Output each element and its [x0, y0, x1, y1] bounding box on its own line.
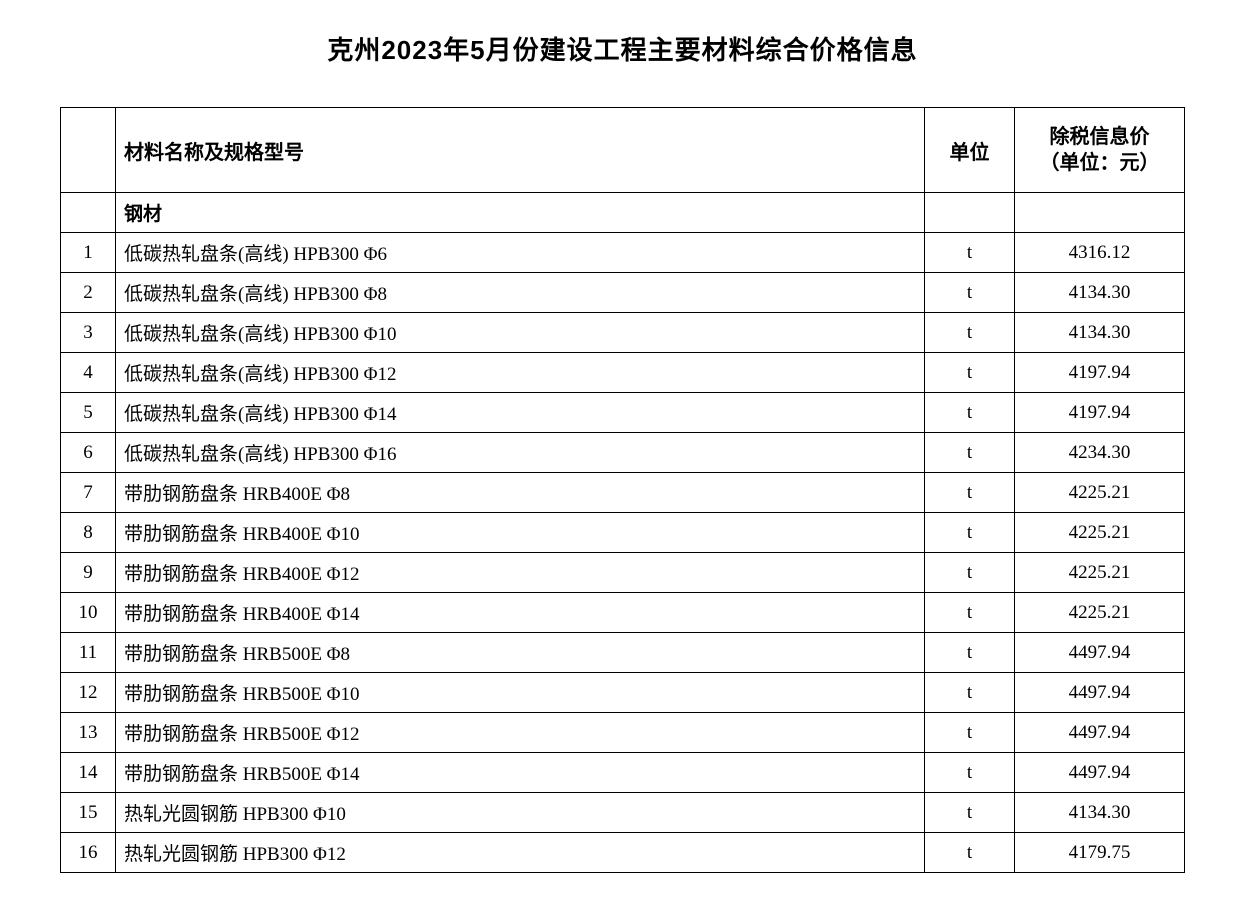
- cell-name: 热轧光圆钢筋 HPB300 Φ10: [116, 793, 925, 833]
- category-unit: [925, 193, 1015, 233]
- cell-unit: t: [925, 353, 1015, 393]
- cell-name: 低碳热轧盘条(高线) HPB300 Φ8: [116, 273, 925, 313]
- cell-index: 15: [61, 793, 116, 833]
- cell-index: 11: [61, 633, 116, 673]
- cell-index: 7: [61, 473, 116, 513]
- header-index: [61, 108, 116, 193]
- cell-unit: t: [925, 633, 1015, 673]
- table-row: 10带肋钢筋盘条 HRB400E Φ14t4225.21: [61, 593, 1185, 633]
- cell-price: 4134.30: [1015, 313, 1185, 353]
- cell-price: 4225.21: [1015, 473, 1185, 513]
- cell-index: 9: [61, 553, 116, 593]
- cell-index: 10: [61, 593, 116, 633]
- cell-price: 4197.94: [1015, 353, 1185, 393]
- table-row: 8带肋钢筋盘条 HRB400E Φ10t4225.21: [61, 513, 1185, 553]
- header-price: 除税信息价 （单位：元）: [1015, 108, 1185, 193]
- table-row: 15热轧光圆钢筋 HPB300 Φ10t4134.30: [61, 793, 1185, 833]
- cell-index: 16: [61, 833, 116, 873]
- category-price: [1015, 193, 1185, 233]
- cell-price: 4225.21: [1015, 593, 1185, 633]
- cell-unit: t: [925, 713, 1015, 753]
- cell-name: 低碳热轧盘条(高线) HPB300 Φ14: [116, 393, 925, 433]
- cell-name: 低碳热轧盘条(高线) HPB300 Φ6: [116, 233, 925, 273]
- cell-name: 带肋钢筋盘条 HRB400E Φ10: [116, 513, 925, 553]
- cell-name: 带肋钢筋盘条 HRB500E Φ8: [116, 633, 925, 673]
- cell-name: 低碳热轧盘条(高线) HPB300 Φ12: [116, 353, 925, 393]
- cell-index: 1: [61, 233, 116, 273]
- header-unit: 单位: [925, 108, 1015, 193]
- table-row: 4低碳热轧盘条(高线) HPB300 Φ12t4197.94: [61, 353, 1185, 393]
- header-price-line1: 除税信息价: [1050, 126, 1150, 148]
- table-row: 3低碳热轧盘条(高线) HPB300 Φ10t4134.30: [61, 313, 1185, 353]
- table-row: 14带肋钢筋盘条 HRB500E Φ14t4497.94: [61, 753, 1185, 793]
- cell-index: 6: [61, 433, 116, 473]
- cell-price: 4225.21: [1015, 553, 1185, 593]
- cell-name: 带肋钢筋盘条 HRB500E Φ14: [116, 753, 925, 793]
- cell-price: 4497.94: [1015, 673, 1185, 713]
- header-name: 材料名称及规格型号: [116, 108, 925, 193]
- cell-index: 13: [61, 713, 116, 753]
- cell-price: 4225.21: [1015, 513, 1185, 553]
- category-name: 钢材: [116, 193, 925, 233]
- table-header-row: 材料名称及规格型号 单位 除税信息价 （单位：元）: [61, 108, 1185, 193]
- cell-name: 带肋钢筋盘条 HRB500E Φ10: [116, 673, 925, 713]
- cell-index: 14: [61, 753, 116, 793]
- cell-name: 低碳热轧盘条(高线) HPB300 Φ10: [116, 313, 925, 353]
- table-row: 7带肋钢筋盘条 HRB400E Φ8t4225.21: [61, 473, 1185, 513]
- cell-price: 4497.94: [1015, 713, 1185, 753]
- cell-unit: t: [925, 393, 1015, 433]
- cell-price: 4134.30: [1015, 273, 1185, 313]
- cell-unit: t: [925, 473, 1015, 513]
- cell-name: 带肋钢筋盘条 HRB400E Φ8: [116, 473, 925, 513]
- cell-name: 带肋钢筋盘条 HRB400E Φ14: [116, 593, 925, 633]
- page-title: 克州2023年5月份建设工程主要材料综合价格信息: [60, 30, 1185, 67]
- table-row: 13带肋钢筋盘条 HRB500E Φ12t4497.94: [61, 713, 1185, 753]
- cell-name: 带肋钢筋盘条 HRB400E Φ12: [116, 553, 925, 593]
- category-row: 钢材: [61, 193, 1185, 233]
- cell-price: 4497.94: [1015, 633, 1185, 673]
- cell-price: 4316.12: [1015, 233, 1185, 273]
- cell-unit: t: [925, 433, 1015, 473]
- cell-index: 3: [61, 313, 116, 353]
- cell-index: 4: [61, 353, 116, 393]
- cell-index: 2: [61, 273, 116, 313]
- cell-unit: t: [925, 753, 1015, 793]
- table-row: 2低碳热轧盘条(高线) HPB300 Φ8t4134.30: [61, 273, 1185, 313]
- cell-name: 热轧光圆钢筋 HPB300 Φ12: [116, 833, 925, 873]
- table-body: 钢材 1低碳热轧盘条(高线) HPB300 Φ6t4316.122低碳热轧盘条(…: [61, 193, 1185, 873]
- cell-price: 4197.94: [1015, 393, 1185, 433]
- cell-unit: t: [925, 593, 1015, 633]
- table-row: 11带肋钢筋盘条 HRB500E Φ8t4497.94: [61, 633, 1185, 673]
- cell-unit: t: [925, 273, 1015, 313]
- table-row: 9带肋钢筋盘条 HRB400E Φ12t4225.21: [61, 553, 1185, 593]
- category-index: [61, 193, 116, 233]
- cell-unit: t: [925, 553, 1015, 593]
- cell-name: 低碳热轧盘条(高线) HPB300 Φ16: [116, 433, 925, 473]
- cell-unit: t: [925, 673, 1015, 713]
- cell-price: 4234.30: [1015, 433, 1185, 473]
- cell-unit: t: [925, 313, 1015, 353]
- cell-unit: t: [925, 233, 1015, 273]
- table-row: 1低碳热轧盘条(高线) HPB300 Φ6t4316.12: [61, 233, 1185, 273]
- cell-name: 带肋钢筋盘条 HRB500E Φ12: [116, 713, 925, 753]
- cell-unit: t: [925, 833, 1015, 873]
- cell-index: 5: [61, 393, 116, 433]
- table-row: 16热轧光圆钢筋 HPB300 Φ12t4179.75: [61, 833, 1185, 873]
- cell-price: 4497.94: [1015, 753, 1185, 793]
- materials-price-table: 材料名称及规格型号 单位 除税信息价 （单位：元） 钢材 1低碳热轧盘条(高线)…: [60, 107, 1185, 873]
- table-row: 6低碳热轧盘条(高线) HPB300 Φ16t4234.30: [61, 433, 1185, 473]
- table-row: 5低碳热轧盘条(高线) HPB300 Φ14t4197.94: [61, 393, 1185, 433]
- cell-price: 4179.75: [1015, 833, 1185, 873]
- cell-unit: t: [925, 513, 1015, 553]
- cell-unit: t: [925, 793, 1015, 833]
- table-row: 12带肋钢筋盘条 HRB500E Φ10t4497.94: [61, 673, 1185, 713]
- cell-index: 12: [61, 673, 116, 713]
- cell-price: 4134.30: [1015, 793, 1185, 833]
- cell-index: 8: [61, 513, 116, 553]
- header-price-line2: （单位：元）: [1040, 152, 1160, 174]
